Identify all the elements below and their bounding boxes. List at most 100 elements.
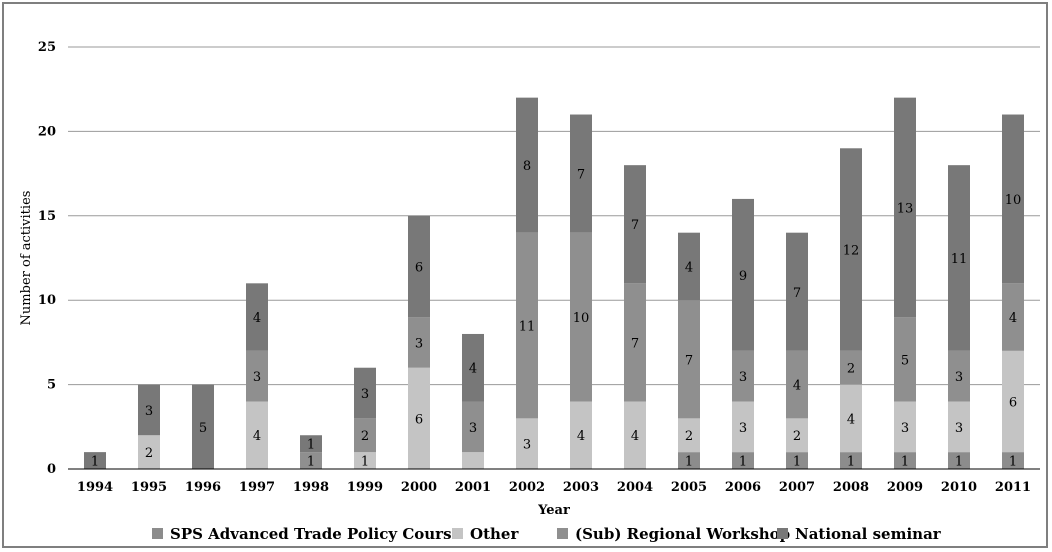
bar-segment: [840, 148, 862, 351]
bar-segment: [138, 435, 160, 469]
bar-segment: [246, 283, 268, 351]
bar-segment: [408, 215, 430, 318]
data-label: 3: [253, 370, 261, 385]
bar-segment: [894, 401, 916, 453]
legend-swatch: [557, 528, 568, 539]
data-label: 1: [793, 455, 801, 470]
bar-segment: [1002, 283, 1024, 351]
legend-swatch: [152, 528, 163, 539]
bar-segment: [786, 418, 808, 453]
bar-segment: [354, 367, 376, 419]
bar-segment: [678, 452, 700, 469]
data-label: 7: [631, 218, 639, 233]
x-tick-label: 2006: [725, 480, 761, 495]
bar-segment: [948, 165, 970, 351]
data-label: 3: [955, 421, 963, 436]
data-label: 3: [739, 370, 747, 385]
data-label: 4: [685, 260, 693, 275]
bar-segment: [732, 401, 754, 453]
x-tick-label: 1998: [293, 480, 329, 495]
data-label: 4: [847, 412, 855, 427]
y-tick-label: 25: [38, 40, 56, 55]
y-tick-label: 10: [38, 293, 56, 308]
data-label: 2: [847, 362, 855, 377]
x-tick-label: 1994: [77, 480, 113, 495]
x-axis-label: Year: [537, 503, 570, 518]
x-tick-label: 2000: [401, 480, 437, 495]
data-label: 3: [955, 370, 963, 385]
bar-segment: [246, 401, 268, 469]
y-tick-label: 0: [47, 462, 56, 477]
data-label: 4: [631, 429, 639, 444]
bar-segment: [678, 232, 700, 301]
bar-segment: [570, 232, 592, 402]
y-tick-label: 5: [47, 378, 56, 393]
bar-segment: [786, 452, 808, 469]
data-label: 8: [523, 159, 531, 174]
data-label: 7: [631, 336, 639, 351]
data-label: 3: [901, 421, 909, 436]
bar-segment: [894, 317, 916, 402]
x-tick-label: 1996: [185, 480, 221, 495]
bar-segment: [1002, 114, 1024, 284]
bar-segment: [516, 232, 538, 419]
bar-segment: [678, 300, 700, 419]
bar-segment: [516, 418, 538, 469]
bar-segment: [84, 452, 106, 469]
data-label: 13: [897, 201, 914, 216]
x-tick-label: 1999: [347, 480, 383, 495]
data-label: 11: [519, 320, 536, 335]
bar-segment: [354, 418, 376, 453]
y-axis-label: Number of activities: [19, 191, 34, 326]
bar-segment: [462, 452, 484, 469]
y-axis-ticks: 0 5 10 15 20 25: [38, 40, 56, 477]
data-label: 4: [577, 429, 585, 444]
x-tick-label: 2001: [455, 480, 491, 495]
bar-segment: [840, 452, 862, 469]
x-tick-label: 2008: [833, 480, 869, 495]
data-label: 4: [1009, 311, 1017, 326]
data-label: 1: [685, 455, 693, 470]
data-label: 2: [361, 429, 369, 444]
data-label: 6: [1009, 395, 1017, 410]
legend-label: Other: [470, 525, 519, 543]
data-label: 1: [307, 455, 315, 470]
bar-segment: [948, 401, 970, 453]
data-label: 1: [91, 455, 99, 470]
data-label: 3: [415, 336, 423, 351]
bar-segment: [408, 367, 430, 469]
x-tick-label: 2004: [617, 480, 653, 495]
bar-segment: [192, 384, 214, 469]
bar-segment: [840, 350, 862, 385]
bar-segment: [354, 452, 376, 469]
data-label: 2: [793, 429, 801, 444]
data-label: 1: [1009, 455, 1017, 470]
data-label: 1: [955, 455, 963, 470]
bar-segment: [246, 350, 268, 402]
data-label: 4: [253, 429, 261, 444]
bar-segment: [840, 384, 862, 453]
bar-segment: [1002, 350, 1024, 453]
bar-segment: [732, 350, 754, 402]
data-label: 3: [523, 438, 531, 453]
data-label: 3: [469, 421, 477, 436]
bar-segment: [570, 114, 592, 233]
legend-label: (Sub) Regional Workshop: [575, 525, 790, 543]
y-tick-label: 15: [38, 209, 56, 224]
bar-segment: [948, 350, 970, 402]
data-label: 1: [361, 455, 369, 470]
legend-label: National seminar: [795, 525, 942, 543]
data-label: 3: [739, 421, 747, 436]
data-label: 7: [577, 168, 585, 183]
bar-segment: [138, 384, 160, 436]
bar-segment: [894, 97, 916, 318]
data-label: 9: [739, 269, 747, 284]
data-label: 12: [843, 244, 860, 259]
x-tick-label: 2011: [995, 480, 1031, 495]
data-label: 10: [573, 311, 590, 326]
bar-segment: [408, 317, 430, 368]
bar-segment: [948, 452, 970, 469]
x-tick-label: 2010: [941, 480, 977, 495]
bar-segment: [462, 333, 484, 402]
